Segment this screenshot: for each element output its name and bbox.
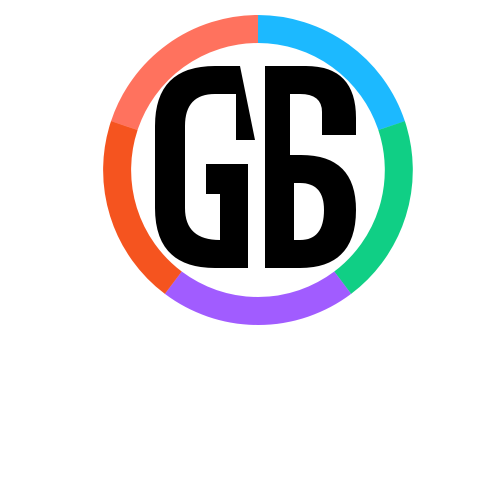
letter-g <box>155 66 255 268</box>
ring-segment-coral <box>111 15 259 131</box>
ring-segment-purple <box>164 271 352 325</box>
color-ring <box>103 15 413 325</box>
ring-segment-green <box>334 121 413 294</box>
letter-s <box>265 66 356 268</box>
ring-segment-orange <box>103 121 182 294</box>
monogram-letters <box>155 66 356 268</box>
ring-segment-sky <box>257 15 405 131</box>
